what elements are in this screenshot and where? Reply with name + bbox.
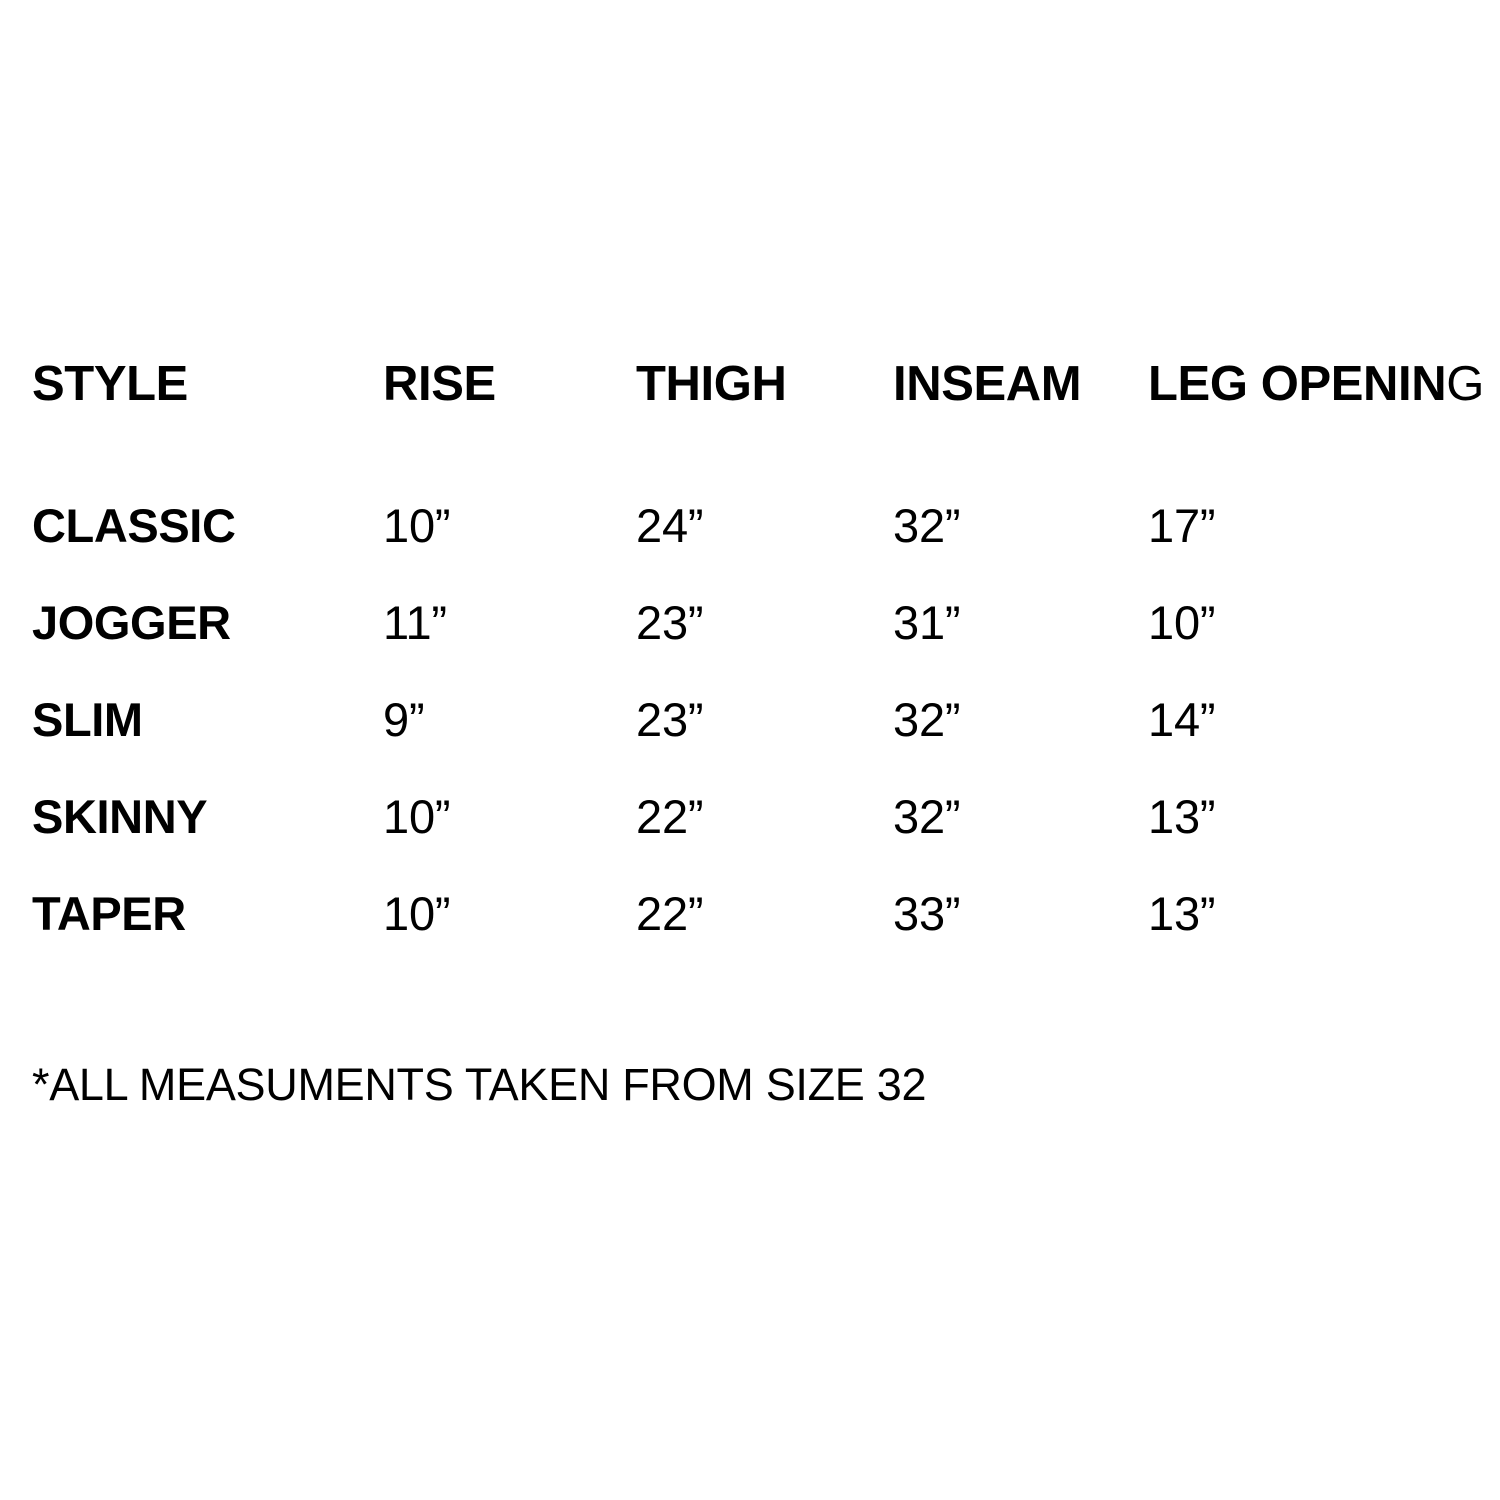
column-header-leg-opening: LEG OPENING	[1148, 360, 1500, 428]
table-row: CLASSIC 10” 24” 32” 17”	[0, 502, 1500, 599]
spacer-cell	[383, 428, 636, 502]
column-header-rise: RISE	[383, 357, 496, 411]
cell-thigh: 22”	[636, 887, 704, 940]
spacer-cell	[1148, 428, 1500, 502]
table-row: JOGGER 11” 23” 31” 10”	[0, 599, 1500, 696]
cell-rise: 10”	[383, 790, 451, 843]
cell-inseam: 32”	[893, 499, 961, 552]
column-header-inseam: INSEAM	[893, 357, 1082, 411]
size-chart-table: STYLE RISE THIGH INSEAM LEG OPENING CLAS…	[0, 360, 1500, 987]
cell-leg-opening: 13”	[1148, 887, 1216, 940]
column-header-leg-opening-tail: G	[1446, 357, 1484, 411]
cell-inseam: 31”	[893, 596, 961, 649]
cell-leg-opening: 10”	[1148, 596, 1216, 649]
table-row: SKINNY 10” 22” 32” 13”	[0, 793, 1500, 890]
cell-leg-opening: 14”	[1148, 693, 1216, 746]
spacer-cell	[0, 428, 383, 502]
table-row: SLIM 9” 23” 32” 14”	[0, 696, 1500, 793]
cell-inseam: 32”	[893, 790, 961, 843]
cell-thigh: 23”	[636, 693, 704, 746]
spacer-cell	[893, 428, 1148, 502]
cell-inseam: 33”	[893, 887, 961, 940]
cell-rise: 10”	[383, 887, 451, 940]
cell-style: JOGGER	[32, 596, 231, 649]
cell-inseam: 32”	[893, 693, 961, 746]
column-header-leg-opening-main: LEG OPENIN	[1148, 357, 1447, 411]
cell-thigh: 22”	[636, 790, 704, 843]
column-header-thigh: THIGH	[636, 357, 787, 411]
cell-style: SKINNY	[32, 790, 208, 843]
cell-rise: 10”	[383, 499, 451, 552]
cell-rise: 11”	[383, 596, 447, 649]
cell-rise: 9”	[383, 693, 425, 746]
table-row: TAPER 10” 22” 33” 13”	[0, 890, 1500, 987]
spacer-cell	[636, 428, 893, 502]
cell-style: SLIM	[32, 693, 143, 746]
cell-thigh: 23”	[636, 596, 704, 649]
cell-style: TAPER	[32, 887, 186, 940]
header-body-spacer	[0, 428, 1500, 502]
cell-style: CLASSIC	[32, 499, 236, 552]
measurement-footnote: *ALL MEASUMENTS TAKEN FROM SIZE 32	[32, 1059, 927, 1110]
cell-leg-opening: 13”	[1148, 790, 1216, 843]
cell-leg-opening: 17”	[1148, 499, 1216, 552]
column-header-style: STYLE	[32, 357, 188, 411]
table-header-row: STYLE RISE THIGH INSEAM LEG OPENING	[0, 360, 1500, 428]
cell-thigh: 24”	[636, 499, 704, 552]
